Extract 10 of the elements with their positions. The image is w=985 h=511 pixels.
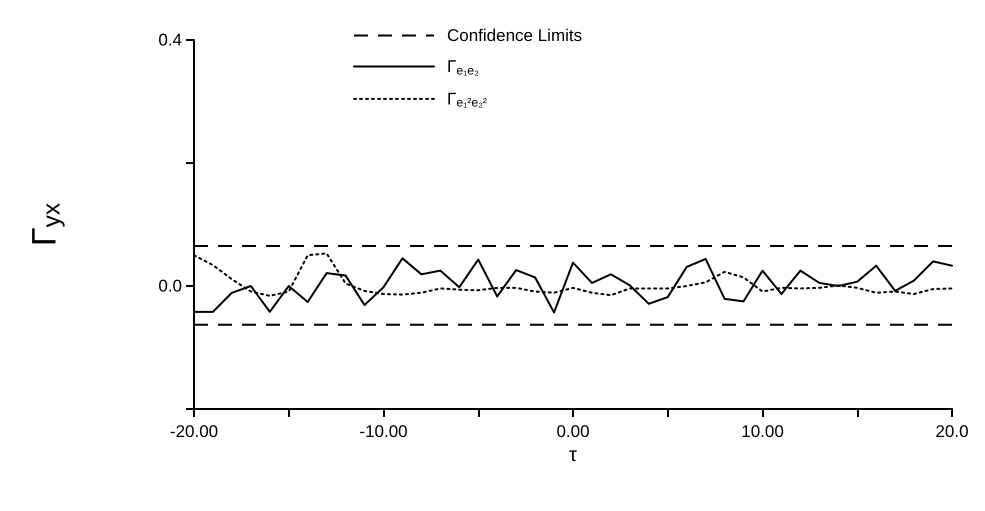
x-tick-label: 10.00	[741, 422, 784, 441]
y-axis-title: Γyx	[25, 202, 66, 246]
y-tick-label: 0.0	[158, 276, 182, 296]
y-tick-label: 0.4	[158, 30, 182, 50]
x-tick-label: 20.0	[935, 422, 969, 441]
x-tick-label: 0.00	[556, 422, 590, 441]
legend-label: Confidence Limits	[447, 26, 582, 45]
x-tick-label: -10.00	[359, 422, 408, 441]
x-axis-title: τ	[569, 444, 578, 466]
x-tick-label: -20.00	[170, 422, 218, 441]
